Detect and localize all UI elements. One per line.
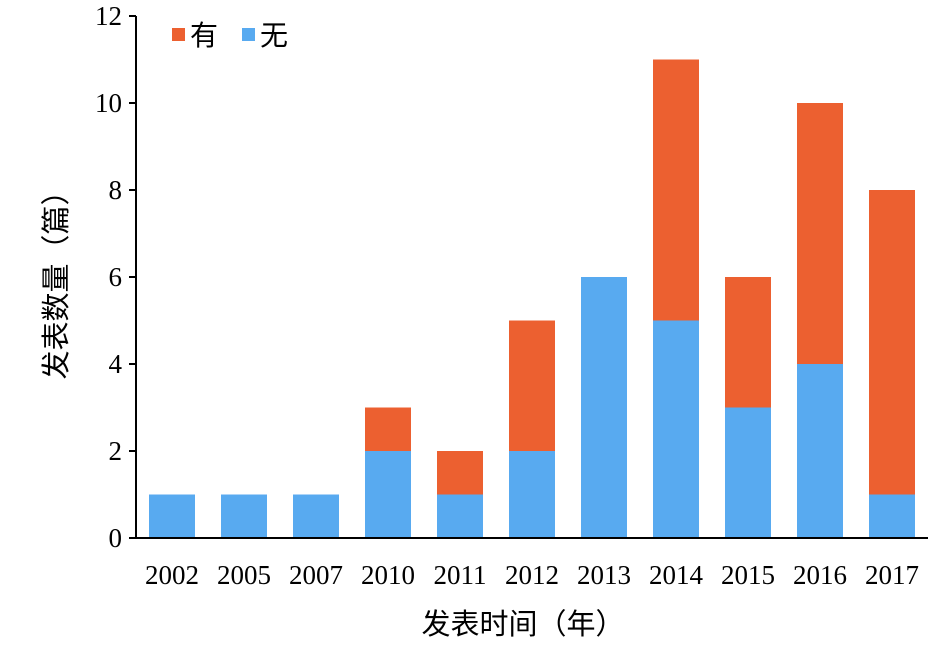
y-tick-label: 6: [109, 262, 123, 292]
y-tick-label: 8: [109, 175, 123, 205]
x-tick-label: 2012: [505, 560, 559, 590]
y-tick-label: 12: [95, 1, 122, 31]
y-axis-title: 发表数量（篇）: [39, 176, 73, 379]
bar-2005-无: [221, 494, 267, 538]
x-tick-label: 2016: [793, 560, 847, 590]
bar-2014-有: [653, 59, 699, 321]
legend-label: 有: [190, 19, 218, 52]
bar-2014-无: [653, 320, 699, 538]
bar-2007-无: [293, 494, 339, 538]
bars-group: [149, 59, 915, 538]
x-tick-label: 2010: [361, 560, 415, 590]
x-tick-label: 2002: [145, 560, 199, 590]
y-tick-label: 4: [109, 349, 123, 379]
x-tick-label: 2013: [577, 560, 631, 590]
bar-2011-无: [437, 494, 483, 538]
bar-2017-无: [869, 494, 915, 538]
x-tick-label: 2011: [434, 560, 487, 590]
x-tick-label: 2007: [289, 560, 343, 590]
legend-swatch: [172, 28, 185, 41]
legend: 有无: [172, 19, 288, 52]
bar-2012-无: [509, 451, 555, 538]
x-axis-title: 发表时间（年）: [421, 607, 624, 641]
bar-2012-有: [509, 320, 555, 451]
bar-2017-有: [869, 190, 915, 495]
bar-2015-有: [725, 277, 771, 408]
bar-2010-有: [365, 407, 411, 451]
bar-2011-有: [437, 451, 483, 495]
y-axis-ticks: 0 2 4 6 8 10 12: [95, 1, 136, 553]
x-tick-label: 2017: [865, 560, 919, 590]
bar-2016-无: [797, 364, 843, 538]
x-tick-label: 2014: [649, 560, 704, 590]
legend-label: 无: [260, 19, 288, 52]
legend-swatch: [242, 28, 255, 41]
bar-2016-有: [797, 103, 843, 364]
bar-2015-无: [725, 407, 771, 538]
y-tick-label: 2: [109, 436, 123, 466]
y-tick-label: 10: [95, 88, 122, 118]
bar-2002-无: [149, 494, 195, 538]
x-axis-ticks: 2002 2005 2007 2010 2011 2012 2013 2014 2015 2016…: [145, 560, 919, 590]
bar-2013-无: [581, 277, 627, 538]
x-tick-label: 2015: [721, 560, 775, 590]
x-tick-label: 2005: [217, 560, 271, 590]
y-tick-label: 0: [109, 523, 123, 553]
bar-2010-无: [365, 451, 411, 538]
